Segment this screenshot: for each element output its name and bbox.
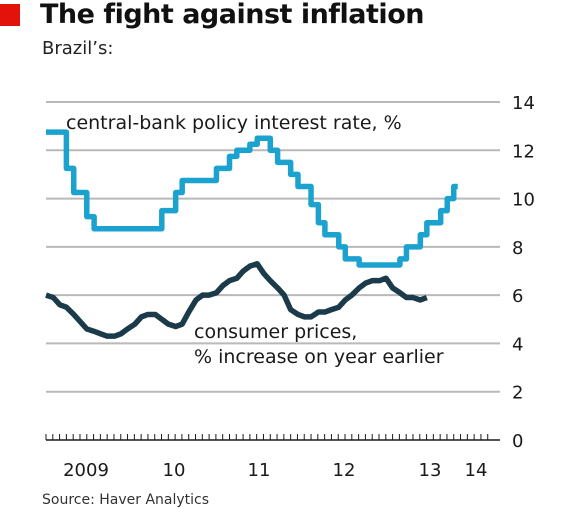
y-tick-0: 0 — [512, 431, 523, 452]
y-tick-6: 6 — [512, 286, 523, 307]
y-tick-14: 14 — [512, 93, 535, 114]
x-tick-11: 11 — [248, 460, 271, 481]
policy-rate-line — [46, 129, 458, 268]
y-tick-2: 2 — [512, 383, 523, 404]
source-note: Source: Haver Analytics — [42, 492, 210, 508]
cpi-line — [45, 261, 428, 339]
x-tick-12: 12 — [333, 460, 356, 481]
y-tick-12: 12 — [512, 141, 535, 162]
x-tick-2009: 2009 — [63, 460, 109, 481]
x-tick-14: 14 — [465, 460, 488, 481]
x-axis — [45, 434, 500, 441]
policy-rate-annotation: central-bank policy interest rate, % — [66, 112, 402, 134]
x-tick-10: 10 — [163, 460, 186, 481]
y-tick-10: 10 — [512, 190, 535, 211]
chart-subtitle: Brazil’s: — [42, 38, 114, 59]
cpi-annotation-line2: % increase on year earlier — [194, 346, 444, 368]
cpi-annotation-line1: consumer prices, — [194, 321, 357, 343]
x-tick-13: 13 — [419, 460, 442, 481]
chart-title: The fight against inflation — [40, 0, 424, 30]
data-series — [45, 129, 458, 339]
x-axis-tick-labels: 2009 10 11 12 13 14 — [63, 460, 487, 481]
y-tick-4: 4 — [512, 334, 523, 355]
y-tick-8: 8 — [512, 238, 523, 259]
brand-red-tag — [0, 4, 20, 26]
y-axis-tick-labels: 0 2 4 6 8 10 12 14 — [512, 93, 535, 452]
